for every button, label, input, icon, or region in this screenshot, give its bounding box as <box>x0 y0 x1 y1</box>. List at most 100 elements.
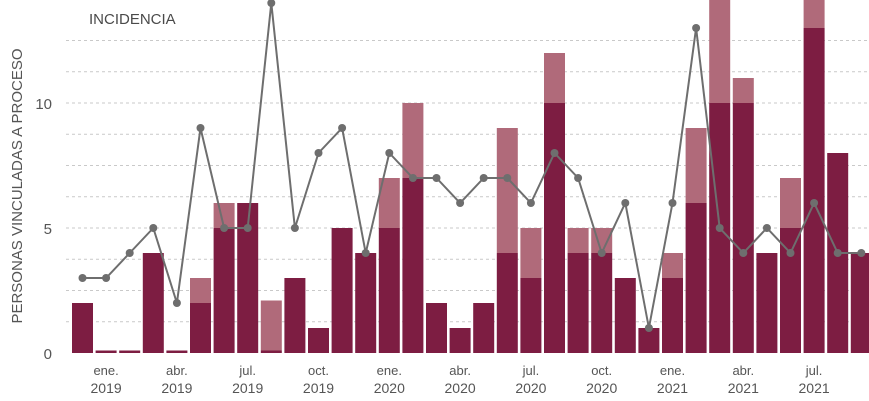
bar-light <box>544 53 565 103</box>
line-point <box>408 174 417 182</box>
x-tick-month: ene. <box>93 363 118 378</box>
x-tick-year: 2019 <box>161 380 192 396</box>
bar-dark <box>544 103 565 353</box>
line-point <box>644 324 653 332</box>
bar-dark <box>850 253 869 353</box>
line-point <box>102 274 111 282</box>
line-point <box>739 249 748 257</box>
line-point <box>479 174 488 182</box>
line-point <box>503 174 512 182</box>
bar-dark <box>308 328 329 353</box>
bar-dark <box>72 303 93 353</box>
x-tick-year: 2021 <box>657 380 688 396</box>
x-tick-year: 2020 <box>515 380 546 396</box>
bar-dark <box>237 203 259 353</box>
bar-dark <box>142 253 164 353</box>
bar-light <box>190 278 211 303</box>
bar-dark <box>166 350 188 353</box>
legend-label: INCIDENCIA <box>89 11 176 28</box>
bar-light <box>662 253 683 278</box>
line-point <box>243 224 252 232</box>
line-point <box>786 249 795 257</box>
bar-light <box>803 0 825 28</box>
x-tick-year: 2021 <box>728 380 759 396</box>
x-tick-year: 2020 <box>374 380 405 396</box>
line-point <box>78 274 87 282</box>
bar-dark <box>567 253 589 353</box>
x-tick-year: 2020 <box>445 380 476 396</box>
y-tick-label: 0 <box>44 346 52 363</box>
bar-dark <box>426 303 447 353</box>
line-point <box>668 199 677 207</box>
y-axis: 0 5 10 <box>35 96 52 363</box>
line-point <box>715 224 724 232</box>
x-tick-month: abr. <box>732 363 754 378</box>
bar-dark <box>496 253 518 353</box>
x-tick-month: oct. <box>308 363 329 378</box>
bar-dark <box>95 350 117 353</box>
line-point <box>290 224 299 232</box>
bar-dark <box>260 350 282 353</box>
line-point <box>149 224 158 232</box>
bar-dark <box>284 278 306 353</box>
line-point <box>833 249 842 257</box>
line-point <box>810 199 819 207</box>
bar-dark <box>190 303 211 353</box>
line-point <box>692 24 701 32</box>
bar-dark <box>780 228 801 353</box>
incidence-line-layer <box>78 0 866 332</box>
bar-dark <box>119 350 141 353</box>
line-point <box>338 124 347 132</box>
bars-layer <box>72 0 869 353</box>
x-tick-month: jul. <box>522 363 540 378</box>
bar-light <box>567 228 589 253</box>
bar-dark <box>449 328 471 353</box>
line-point <box>196 124 205 132</box>
x-tick-month: abr. <box>449 363 471 378</box>
bar-light <box>378 178 400 228</box>
bar-dark <box>213 228 235 353</box>
line-point <box>857 249 866 257</box>
bar-dark <box>473 303 495 353</box>
line-point <box>526 199 535 207</box>
x-tick-month: jul. <box>238 363 256 378</box>
y-axis-title: PERSONAS VINCULADAS A PROCESO <box>9 48 26 323</box>
incidence-line <box>82 2 862 329</box>
line-point <box>385 149 394 157</box>
bar-dark <box>638 328 660 353</box>
line-point <box>574 174 583 182</box>
line-point <box>762 224 771 232</box>
x-tick-year: 2021 <box>799 380 830 396</box>
line-point <box>432 174 441 182</box>
x-tick-year: 2019 <box>91 380 122 396</box>
x-tick-month: oct. <box>591 363 612 378</box>
bar-dark <box>756 253 778 353</box>
bar-dark <box>662 278 683 353</box>
line-point <box>267 0 276 7</box>
bar-dark <box>402 178 424 353</box>
bar-light <box>732 78 754 103</box>
y-tick-label: 10 <box>35 96 52 113</box>
line-point <box>550 149 559 157</box>
line-point <box>220 224 229 232</box>
y-tick-label: 5 <box>44 221 52 238</box>
line-point <box>597 249 606 257</box>
bar-light <box>685 128 707 203</box>
line-point <box>621 199 630 207</box>
line-point <box>361 249 370 257</box>
bar-light <box>520 228 542 278</box>
line-point <box>125 249 134 257</box>
x-tick-month: ene. <box>377 363 402 378</box>
bar-light <box>709 0 731 103</box>
bar-light <box>402 103 424 178</box>
bar-dark <box>520 278 542 353</box>
line-point <box>314 149 323 157</box>
bar-dark <box>803 28 825 353</box>
bar-dark <box>614 278 636 353</box>
bar-dark <box>591 253 613 353</box>
x-tick-month: abr. <box>166 363 188 378</box>
line-point <box>456 199 465 207</box>
bar-dark <box>355 253 377 353</box>
bar-dark <box>378 228 400 353</box>
x-axis: ene. 2019 abr. 2019 jul. 2019 oct. 2019 ene. 2020… <box>91 363 830 396</box>
